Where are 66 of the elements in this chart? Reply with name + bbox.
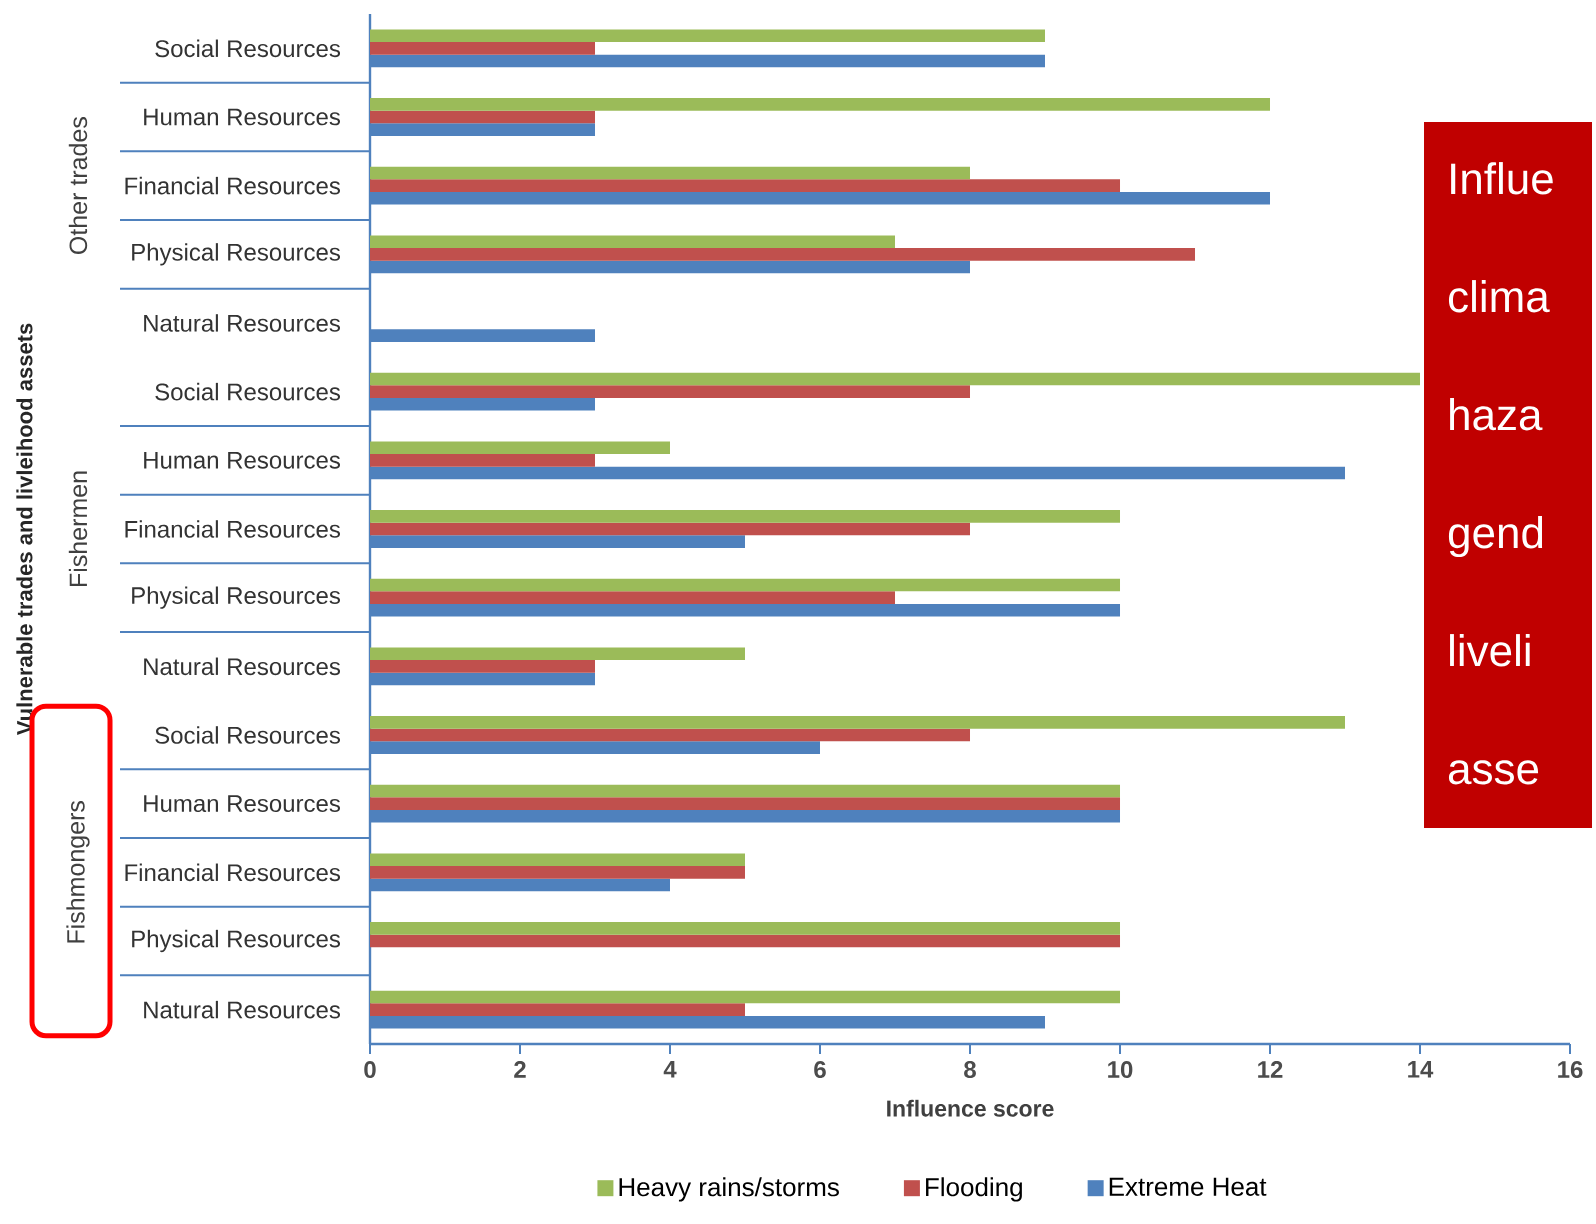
bar <box>370 110 595 124</box>
bar <box>370 1003 745 1016</box>
x-tick-label: 8 <box>964 1061 976 1079</box>
x-tick-label: 2 <box>514 1061 526 1078</box>
bar <box>370 441 670 455</box>
bar <box>370 990 1121 1004</box>
bar <box>370 922 1121 935</box>
bar <box>370 934 1121 948</box>
legend-label: Extreme Heat <box>1109 1177 1267 1196</box>
bar <box>370 454 595 467</box>
text: Fishmongers <box>66 801 90 943</box>
annotation: gend <box>1448 516 1543 558</box>
bar <box>370 235 896 249</box>
y-tick-label: Financial Resources <box>125 520 341 538</box>
y-tick-label: Physical Resources <box>132 929 341 953</box>
y-tick-label: Financial Resources <box>125 863 341 882</box>
bar <box>370 166 970 180</box>
x-tick-label: 6 <box>814 1061 826 1079</box>
y-tick-label: Natural Resources <box>144 657 341 676</box>
x-tick-label: 4 <box>663 1061 677 1078</box>
x-tick-label: 14 <box>1408 1061 1434 1078</box>
y-tick-label: Social Resources <box>155 726 341 744</box>
annotation: clima <box>1448 280 1550 313</box>
bar <box>370 797 1121 810</box>
bar <box>370 716 1345 729</box>
y-tick-label: Natural Resources <box>144 1000 341 1019</box>
bar <box>370 372 1421 386</box>
y-tick-label: Human Resources <box>144 108 341 126</box>
legend-label: Heavy rains/storms <box>619 1177 839 1202</box>
legend-label: Flooding <box>926 1177 1022 1202</box>
text: Fishermen <box>68 471 88 586</box>
annotation: asse <box>1448 760 1539 785</box>
bar <box>370 42 595 55</box>
bar <box>370 179 1121 192</box>
text: Other trades <box>68 117 88 254</box>
annotation: haza <box>1450 398 1543 431</box>
x-tick-label: 0 <box>364 1061 376 1079</box>
bar <box>370 647 745 661</box>
bar <box>370 866 745 879</box>
y-tick-label: Natural Resources <box>144 314 341 332</box>
bar <box>370 248 1196 261</box>
bar <box>370 98 1271 111</box>
bar <box>370 853 745 867</box>
bar <box>370 591 896 604</box>
y-tick-label: Physical Resources <box>132 586 341 609</box>
y-axis-title: Vulnerable trades and livleihood assets <box>16 323 33 736</box>
bar <box>370 728 970 742</box>
x-tick-label: 10 <box>1108 1061 1133 1079</box>
y-tick-label: Social Resources <box>155 39 341 58</box>
y-tick-label: Financial Resources <box>125 176 341 195</box>
bar <box>370 660 595 673</box>
bar <box>370 510 1121 523</box>
x-axis-title: Influence score <box>887 1099 1054 1117</box>
y-tick-label: Physical Resources <box>132 243 341 266</box>
bar <box>370 29 1045 43</box>
y-tick-label: Social Resources <box>155 382 341 401</box>
y-tick-label: Human Resources <box>144 451 341 469</box>
bar <box>370 784 1121 798</box>
annotation: Influe <box>1451 162 1553 195</box>
x-tick-label: 12 <box>1258 1061 1283 1078</box>
bar <box>370 522 970 536</box>
x-tick-label: 16 <box>1558 1061 1583 1079</box>
bar <box>370 385 970 398</box>
y-tick-label: Human Resources <box>144 795 341 813</box>
bar <box>370 578 1121 592</box>
annotation: liveli <box>1450 634 1530 667</box>
